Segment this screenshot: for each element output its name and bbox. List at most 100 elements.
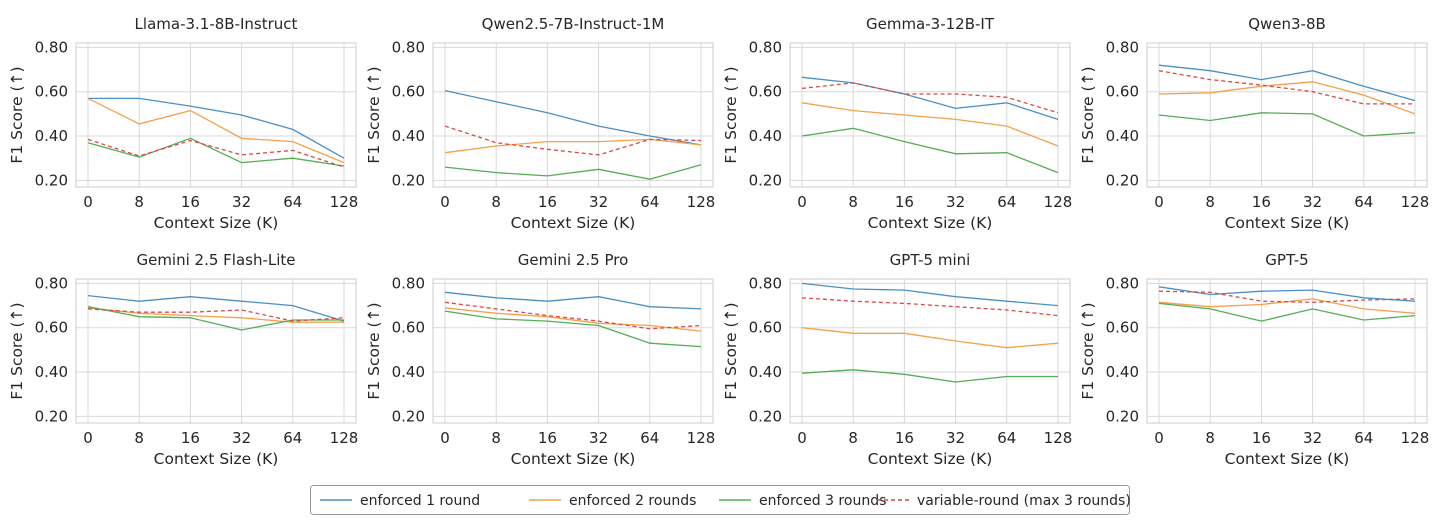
plot-frame xyxy=(432,278,714,424)
panel-title: GPT-5 mini xyxy=(890,251,971,269)
plot-frame xyxy=(1146,42,1428,188)
x-tick-label: 16 xyxy=(538,193,557,211)
x-tick-label: 32 xyxy=(946,429,965,447)
y-tick-label: 0.80 xyxy=(749,274,782,292)
y-tick-label: 0.80 xyxy=(1106,38,1139,56)
y-axis-label: F1 Score (↑) xyxy=(1079,66,1097,163)
x-tick-label: 16 xyxy=(1252,193,1271,211)
panel-title: GPT-5 xyxy=(1265,251,1308,269)
x-tick-label: 8 xyxy=(1205,429,1215,447)
y-tick-label: 0.20 xyxy=(749,171,782,189)
series-line-enforced-1-round xyxy=(444,291,702,310)
x-tick-label: 0 xyxy=(440,193,450,211)
y-tick-label: 0.60 xyxy=(749,83,782,101)
y-tick-label: 0.80 xyxy=(392,38,425,56)
x-tick-label: 64 xyxy=(997,193,1016,211)
panels: Llama-3.1-8B-Instruct 0 8 16 32 64 128 0.20 0.40… xyxy=(8,15,1429,468)
legend-label-variable-round-max-3-rounds: variable-round (max 3 rounds) xyxy=(917,493,1131,509)
panel-llama-3-1-8b-instruct: Llama-3.1-8B-Instruct 0 8 16 32 64 128 0.20 0.40… xyxy=(8,15,358,232)
x-tick-label: 64 xyxy=(997,429,1016,447)
x-axis-label: Context Size (K) xyxy=(1225,214,1350,232)
y-tick-label: 0.20 xyxy=(35,407,68,425)
y-axis-label: F1 Score (↑) xyxy=(365,66,383,163)
series-line-enforced-2-rounds xyxy=(1158,81,1416,115)
y-tick-label: 0.40 xyxy=(1106,363,1139,381)
y-tick-label: 0.60 xyxy=(392,83,425,101)
series-line-enforced-3-rounds xyxy=(1158,302,1416,322)
y-tick-label: 0.80 xyxy=(749,38,782,56)
y-tick-label: 0.40 xyxy=(35,363,68,381)
y-tick-label: 0.60 xyxy=(35,319,68,337)
x-axis-label: Context Size (K) xyxy=(868,450,993,468)
series-line-enforced-3-rounds xyxy=(801,369,1058,383)
series-line-enforced-2-rounds xyxy=(1158,298,1416,314)
y-axis-label: F1 Score (↑) xyxy=(8,66,26,163)
x-tick-label: 0 xyxy=(83,429,93,447)
series-line-enforced-1-round xyxy=(88,97,345,159)
plot-frame xyxy=(1146,278,1428,424)
x-axis-label: Context Size (K) xyxy=(1225,450,1350,468)
series-line-enforced-2-rounds xyxy=(87,307,344,323)
x-tick-label: 0 xyxy=(797,193,807,211)
y-tick-label: 0.20 xyxy=(392,407,425,425)
panel-gpt-5-mini: GPT-5 mini 0 8 16 32 64 128 0.20 0.40 0.60 0.80 Con… xyxy=(722,251,1072,468)
series-line-variable-round-max-3-rounds xyxy=(1158,70,1415,105)
x-tick-label: 64 xyxy=(283,429,302,447)
panel-gemini-2-5-pro: Gemini 2.5 Pro 0 8 16 32 64 128 0.20 0.40 0.60 0.8… xyxy=(365,251,715,468)
y-tick-label: 0.40 xyxy=(392,127,425,145)
x-axis-label: Context Size (K) xyxy=(511,450,636,468)
y-tick-label: 0.20 xyxy=(749,407,782,425)
y-tick-label: 0.60 xyxy=(392,319,425,337)
series-line-enforced-1-round xyxy=(87,294,345,322)
x-tick-label: 32 xyxy=(589,429,608,447)
panel-title: Llama-3.1-8B-Instruct xyxy=(135,15,298,33)
y-tick-label: 0.80 xyxy=(35,274,68,292)
x-tick-label: 8 xyxy=(1205,193,1215,211)
series-line-enforced-3-rounds xyxy=(87,306,344,331)
x-tick-label: 32 xyxy=(232,429,251,447)
series-line-enforced-2-rounds xyxy=(444,138,702,154)
x-tick-label: 128 xyxy=(1044,429,1073,447)
y-tick-label: 0.60 xyxy=(35,83,68,101)
x-axis-label: Context Size (K) xyxy=(154,450,279,468)
series-line-variable-round-max-3-rounds xyxy=(801,297,1059,317)
y-tick-label: 0.80 xyxy=(35,38,68,56)
plot-frame xyxy=(789,42,1071,188)
series-line-variable-round-max-3-rounds xyxy=(444,301,702,330)
y-tick-label: 0.60 xyxy=(749,319,782,337)
x-tick-label: 0 xyxy=(797,429,807,447)
x-tick-label: 0 xyxy=(1154,429,1164,447)
x-tick-label: 128 xyxy=(330,193,359,211)
x-tick-label: 8 xyxy=(134,193,144,211)
x-tick-label: 32 xyxy=(1303,429,1322,447)
y-tick-label: 0.40 xyxy=(392,363,425,381)
panel-title: Qwen2.5-7B-Instruct-1M xyxy=(482,15,665,33)
legend: enforced 1 round enforced 2 rounds enforce… xyxy=(310,485,1131,515)
legend-label-enforced-3-rounds: enforced 3 rounds xyxy=(759,493,886,509)
x-axis-label: Context Size (K) xyxy=(511,214,636,232)
y-tick-label: 0.60 xyxy=(1106,319,1139,337)
y-axis-label: F1 Score (↑) xyxy=(8,302,26,399)
series-line-enforced-1-round xyxy=(801,76,1059,121)
panel-gemma-3-12b-it: Gemma-3-12B-IT 0 8 16 32 64 128 0.20 0.40 0.60 0.8… xyxy=(722,15,1072,232)
x-tick-label: 8 xyxy=(848,429,858,447)
series-line-variable-round-max-3-rounds xyxy=(444,125,702,156)
x-tick-label: 32 xyxy=(946,193,965,211)
x-tick-label: 8 xyxy=(491,193,501,211)
x-tick-label: 128 xyxy=(1401,193,1430,211)
x-tick-label: 16 xyxy=(895,429,914,447)
x-tick-label: 128 xyxy=(1044,193,1073,211)
x-tick-label: 0 xyxy=(1154,193,1164,211)
x-tick-label: 8 xyxy=(491,429,501,447)
panel-gpt-5: GPT-5 0 8 16 32 64 128 0.20 0.40 0.60 0.80 Context … xyxy=(1079,251,1429,468)
plot-frame xyxy=(432,42,714,188)
x-tick-label: 32 xyxy=(232,193,251,211)
y-axis-label: F1 Score (↑) xyxy=(1079,302,1097,399)
series-line-enforced-3-rounds xyxy=(444,310,702,348)
series-line-enforced-3-rounds xyxy=(87,137,345,167)
y-axis-label: F1 Score (↑) xyxy=(722,302,740,399)
series-line-enforced-1-round xyxy=(1158,286,1416,302)
y-tick-label: 0.40 xyxy=(35,127,68,145)
y-tick-label: 0.20 xyxy=(35,171,68,189)
